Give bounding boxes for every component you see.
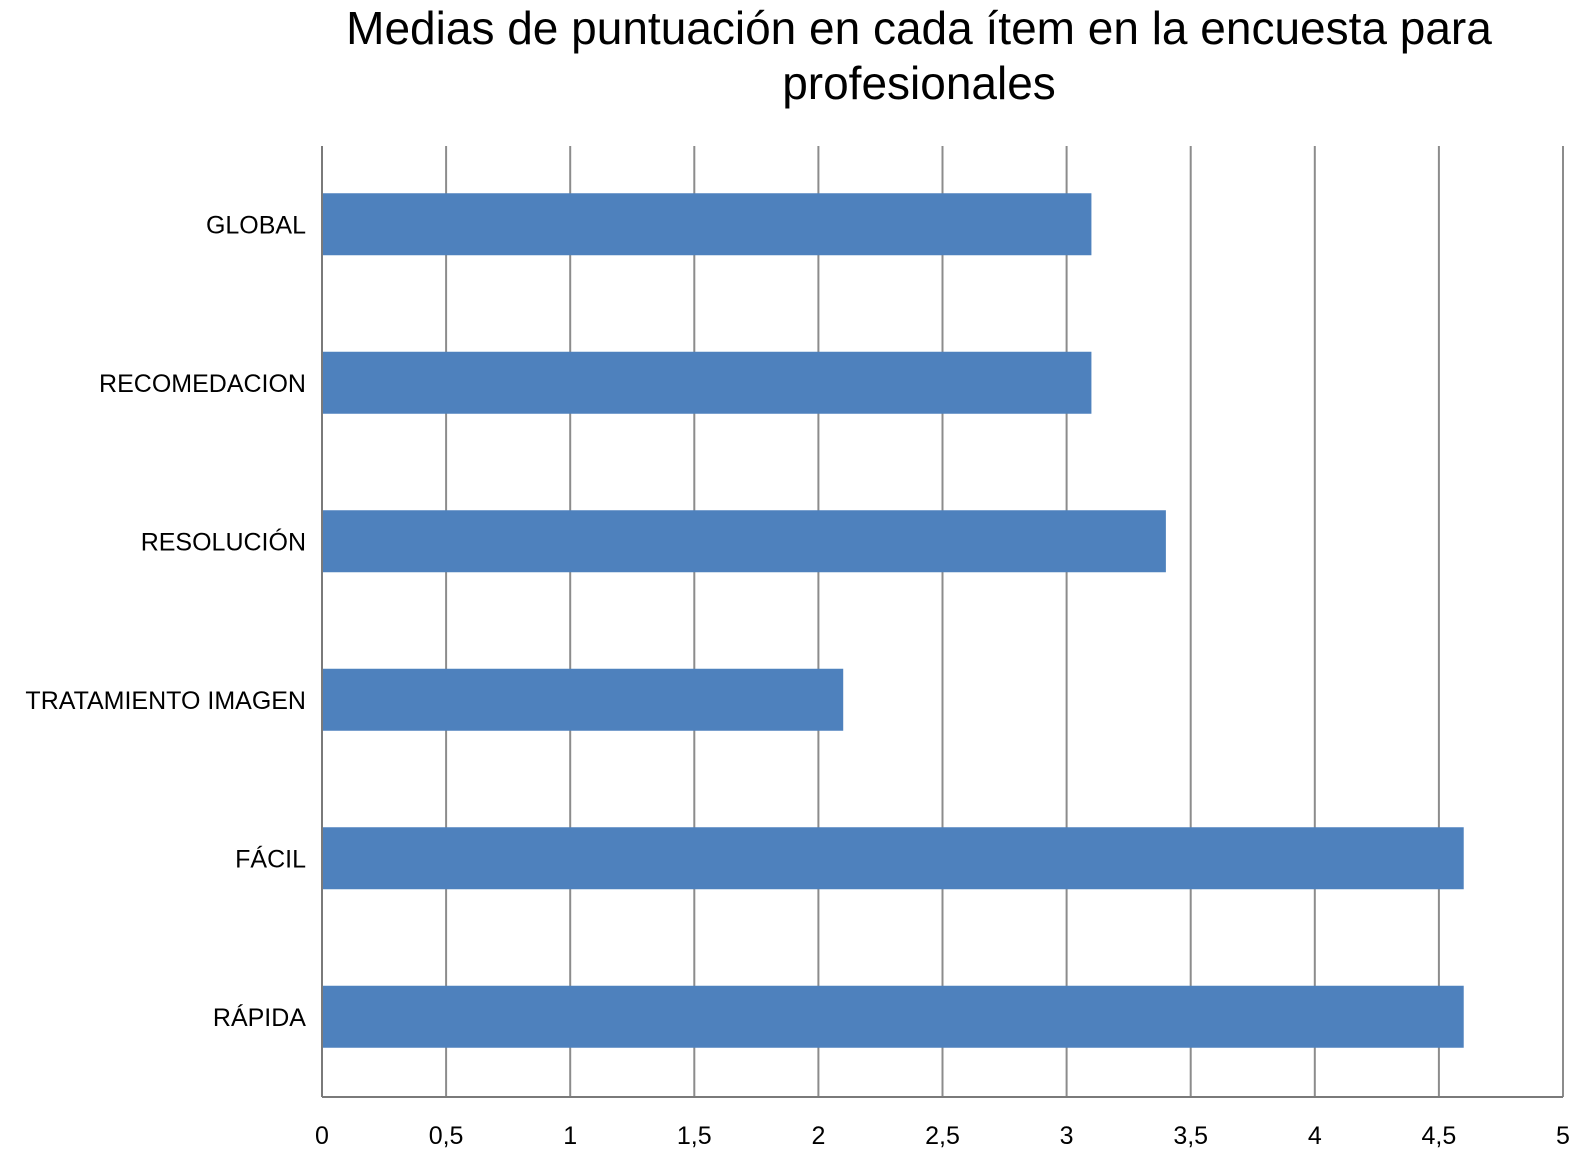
- bars: [323, 193, 1464, 1048]
- gridlines: [321, 146, 1564, 1098]
- bar: [323, 351, 1092, 414]
- bar: [323, 827, 1464, 890]
- category-label: GLOBAL: [206, 211, 306, 239]
- x-tick-label: 2: [811, 1122, 825, 1150]
- bar: [323, 668, 844, 731]
- chart-title-line-1: Medias de puntuación en cada ítem en la …: [346, 2, 1492, 54]
- x-tick-label: 0,5: [429, 1122, 464, 1150]
- category-label: RESOLUCIÓN: [141, 527, 306, 556]
- bar: [323, 193, 1092, 256]
- x-tick-label: 0: [315, 1122, 329, 1150]
- category-label: FÁCIL: [235, 844, 306, 873]
- x-tick-label: 5: [1556, 1122, 1570, 1150]
- category-label: TRATAMIENTO IMAGEN: [25, 687, 306, 715]
- bar: [323, 985, 1464, 1048]
- category-label: RÁPIDA: [213, 1003, 306, 1032]
- x-tick-label: 1: [563, 1122, 577, 1150]
- bar: [323, 510, 1166, 573]
- x-tick-label: 4: [1308, 1122, 1322, 1150]
- chart-title-line-2: profesionales: [782, 57, 1056, 109]
- x-tick-label: 3: [1060, 1122, 1074, 1150]
- x-tick-label: 2,5: [925, 1122, 960, 1150]
- x-tick-label: 3,5: [1173, 1122, 1208, 1150]
- category-label: RECOMEDACION: [99, 370, 306, 398]
- x-tick-label: 1,5: [677, 1122, 712, 1150]
- x-tick-label: 4,5: [1422, 1122, 1457, 1150]
- category-labels: GLOBAL RECOMEDACION RESOLUCIÓN TRATAMIENTO …: [25, 211, 306, 1032]
- x-tick-labels: 0 0,5 1 1,5 2 2,5 3 3,5 4 4,5 5: [315, 1122, 1570, 1150]
